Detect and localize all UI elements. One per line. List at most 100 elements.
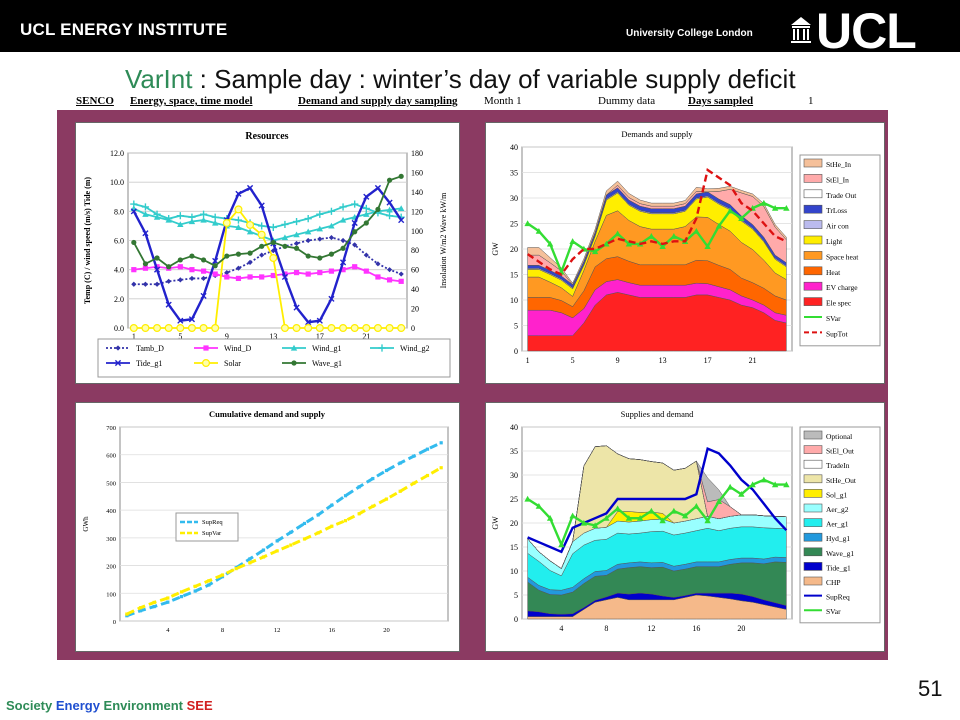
legend-label: SVar [826, 314, 841, 323]
data-point [246, 228, 254, 235]
data-point [371, 476, 375, 481]
data-point [176, 212, 184, 220]
series-supreq [527, 446, 788, 554]
data-point [188, 316, 196, 323]
menu-day-sampling[interactable]: Demand and supply day sampling [298, 95, 458, 107]
data-point [305, 237, 311, 244]
legend-marker [291, 360, 297, 366]
y2-tick-label: 180 [411, 149, 423, 158]
data-point [398, 489, 402, 493]
series-wind-d [131, 264, 404, 284]
series-line [527, 446, 788, 554]
data-point [397, 205, 405, 212]
data-point [738, 215, 745, 221]
legend-label: Wave_g1 [312, 359, 342, 368]
data-point [783, 205, 790, 211]
data-point [386, 206, 393, 213]
series-suptot [526, 167, 787, 276]
data-point [212, 257, 219, 265]
legend-marker [201, 359, 210, 368]
y-tick-label: 5 [514, 591, 518, 600]
legend-label: Aer_g2 [826, 505, 849, 514]
y-tick-label: 6.0 [114, 237, 124, 246]
data-point [783, 481, 790, 488]
data-point [166, 596, 170, 600]
data-point [327, 207, 336, 215]
data-point [343, 519, 348, 523]
data-point [281, 220, 289, 229]
data-point [293, 304, 300, 311]
data-point [760, 476, 768, 483]
x-tick-label: 20 [383, 627, 390, 634]
series-svar [524, 199, 790, 276]
data-point [211, 324, 220, 333]
data-point [546, 240, 554, 247]
institute-name: UCL ENERGY INSTITUTE [20, 20, 228, 39]
legend-label: Trade Out [826, 191, 857, 200]
month-label: Month 1 [484, 95, 522, 107]
legend-swatch [803, 220, 823, 229]
data-point [235, 190, 242, 197]
legend-swatch [803, 297, 823, 306]
dummy-data-label: Dummy data [598, 95, 656, 107]
supplies-demand-chart: Supplies and demand 0 5 10 15 20 25 30 35 40 4 8 12 1… [485, 402, 885, 652]
legend-swatch [803, 189, 823, 199]
y-tick-label: 8.0 [114, 207, 124, 216]
legend-swatch [803, 266, 823, 276]
data-point [304, 215, 312, 223]
data-point [704, 517, 711, 524]
data-point [220, 573, 225, 577]
footer-tagline: Society Energy Environment SEE [6, 698, 213, 713]
data-point [715, 498, 723, 504]
series-wave-g1 [131, 173, 404, 270]
data-point [317, 255, 323, 261]
data-point [211, 213, 219, 221]
menu-senco[interactable]: SENCO [76, 95, 114, 107]
data-point [371, 504, 375, 508]
y-tick-label: 600 [106, 453, 116, 460]
days-sampled-label[interactable]: Days sampled [688, 95, 754, 107]
legend-swatch [803, 158, 823, 168]
legend-swatch [803, 174, 823, 183]
data-point [177, 257, 183, 263]
data-point [129, 324, 138, 333]
legend-swatch [803, 518, 823, 527]
series-tide-g1 [130, 184, 405, 326]
legend-label: Hyd_g1 [826, 534, 850, 543]
data-point [142, 211, 149, 217]
legend-marker [378, 344, 386, 352]
legend-label: CHP [826, 578, 841, 587]
data-point [257, 230, 266, 239]
data-point [305, 253, 311, 259]
data-point [281, 273, 289, 281]
plot-area [119, 426, 449, 622]
data-point [152, 604, 156, 609]
y-tick-label: 30 [510, 194, 518, 203]
title-keyword: VarInt [125, 64, 193, 94]
data-point [235, 275, 242, 282]
data-point [142, 265, 149, 271]
menu-energy-model[interactable]: Energy, space, time model [130, 95, 253, 107]
data-point [275, 539, 279, 543]
data-point [246, 220, 255, 229]
footer-society: Society [6, 698, 56, 713]
data-point [681, 512, 689, 519]
data-point [535, 503, 543, 509]
legend-swatch [803, 532, 823, 542]
data-point [289, 543, 293, 547]
series-supvar [125, 466, 443, 616]
data-point [340, 245, 346, 251]
university-name: University College London [626, 28, 753, 39]
data-point [302, 521, 307, 526]
legend-box [97, 338, 451, 378]
data-point [771, 481, 779, 488]
y2-tick-label: 80 [411, 246, 419, 255]
data-point [153, 324, 162, 333]
data-point [292, 217, 301, 226]
y-tick-label: 20 [510, 519, 518, 528]
data-point [352, 264, 358, 270]
x-tick-label: 5 [571, 356, 575, 365]
data-point [293, 240, 300, 247]
x-tick-label: 21 [749, 356, 757, 365]
